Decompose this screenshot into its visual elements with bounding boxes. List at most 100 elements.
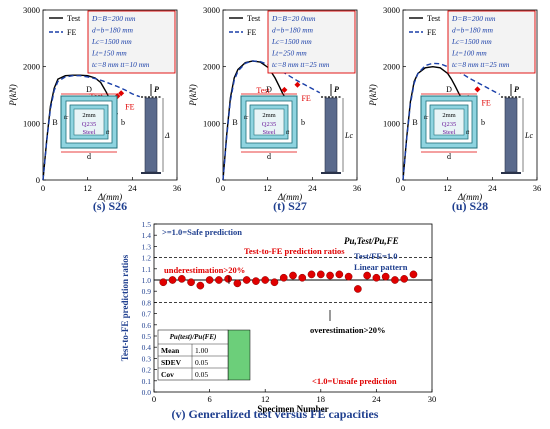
underestimation-text: underestimation>20% xyxy=(164,265,245,275)
stats-table-header: Pu(test)/Pu(FE) xyxy=(170,333,217,341)
y-tick-label: 0.5 xyxy=(142,332,152,341)
y-tick-label: 1000 xyxy=(383,118,400,128)
parameter-line: Lt=150 mm xyxy=(91,49,127,58)
section-core xyxy=(433,108,465,136)
section-material-2: Steel xyxy=(443,129,456,136)
y-tick-label: 3000 xyxy=(23,5,40,15)
parameter-line: d=b=180 mm xyxy=(92,26,134,35)
load-P-label: P xyxy=(154,85,159,94)
y-tick-label: 0.1 xyxy=(142,377,152,386)
safe-prediction-text: >=1.0=Safe prediction xyxy=(162,227,242,237)
ratio-point xyxy=(400,275,409,283)
x-tick-label: 12 xyxy=(443,183,452,193)
ratio-point xyxy=(168,276,177,284)
y-tick-label: 1.4 xyxy=(142,231,152,240)
overestimation-text: overestimation>20% xyxy=(310,325,386,335)
section-dim-tt: tt xyxy=(286,130,290,136)
fe-annotation-label: FE xyxy=(125,102,134,111)
section-dim-b: b xyxy=(481,118,485,127)
section-dim-d: d xyxy=(87,152,91,161)
test-annotation-label: Test xyxy=(256,86,270,95)
stats-row-label: SDEV xyxy=(161,358,182,367)
plot-frame xyxy=(42,9,178,181)
column-elevation xyxy=(144,97,158,173)
legend-test-label: Test xyxy=(427,14,441,23)
ratio-point xyxy=(289,271,297,280)
section-dim-B: B xyxy=(52,118,57,127)
panel-caption: (s) S26 xyxy=(93,199,127,213)
y-tick-label: 0.8 xyxy=(142,298,152,307)
section-core xyxy=(253,108,285,136)
x-tick-label: 0 xyxy=(152,394,156,404)
parameter-box xyxy=(87,10,176,74)
y-tick-label: 3000 xyxy=(203,5,220,15)
ratio-point xyxy=(252,277,260,285)
y-tick-label: 0.2 xyxy=(142,366,152,375)
ratio-point xyxy=(242,276,251,284)
linear-pattern-text: Linear pattern xyxy=(354,262,408,272)
panel-s27: 0 12 24 36 0 1000 2000 3000 Δ(mm) P(kN) Test FE D=B=… xyxy=(188,5,361,213)
fe-peak-marker xyxy=(118,90,125,97)
x-tick-label: 12 xyxy=(83,183,92,193)
y-tick-label: 3000 xyxy=(383,5,400,15)
y-tick-label: 0.6 xyxy=(142,321,152,330)
section-gap-label: 2mm xyxy=(82,112,95,119)
stats-row-label: Cov xyxy=(161,370,174,379)
parameter-line: tc=8 mm tt=10 mm xyxy=(92,60,150,69)
x-tick-label: 36 xyxy=(533,183,542,193)
fe-annotation-label: FE xyxy=(481,98,490,107)
stats-row-label: Mean xyxy=(161,346,180,355)
x-tick-label: 36 xyxy=(353,183,362,193)
column-length-label: Δ xyxy=(164,131,170,140)
ratio-point xyxy=(205,276,214,284)
legend-test-label: Test xyxy=(247,14,261,23)
section-gap-label: 2mm xyxy=(262,112,275,119)
fe-annotation-label: FE xyxy=(301,94,310,103)
ratio-point xyxy=(391,276,399,284)
section-dim-B: B xyxy=(232,118,237,127)
y-axis-label: Test-to-FE prediction ratios xyxy=(120,254,130,361)
panel-s28: 0 12 24 36 0 1000 2000 3000 Δ(mm) P(kN) Test FE D=B=… xyxy=(368,5,541,213)
ratio-point xyxy=(279,273,288,282)
x-tick-label: 12 xyxy=(261,394,270,404)
parameter-line: D=B=200 mm xyxy=(451,14,496,23)
y-tick-label: 0.3 xyxy=(142,354,152,363)
ratio-point xyxy=(177,275,186,283)
ratio-point xyxy=(335,270,344,279)
ratio-point xyxy=(159,278,168,287)
test-peak-marker xyxy=(281,86,288,93)
section-dim-B: B xyxy=(412,118,417,127)
plot-frame xyxy=(153,223,433,393)
y-tick-label: 1.5 xyxy=(142,220,152,229)
y-tick-label: 1.2 xyxy=(142,254,152,263)
stats-row-value: 0.05 xyxy=(195,370,208,379)
x-tick-label: 24 xyxy=(128,183,137,193)
x-tick-label: 6 xyxy=(207,394,211,404)
legend-fe-label: FE xyxy=(67,28,76,37)
section-material-1: Q235 xyxy=(442,121,456,128)
plot-frame xyxy=(402,9,538,181)
y-tick-label: 2000 xyxy=(23,62,40,72)
panel-caption: (v) Generalized test versus FE capacitie… xyxy=(172,407,379,421)
parameter-line: D=B=200 mm xyxy=(91,14,136,23)
column-elevation xyxy=(504,97,518,173)
section-dim-D: D xyxy=(86,85,92,94)
parameter-line: d=b=180 mm xyxy=(452,26,494,35)
load-P-label: P xyxy=(514,85,519,94)
y-axis-label: P(kN) xyxy=(188,84,198,107)
ratio-point xyxy=(344,272,353,281)
x-tick-label: 24 xyxy=(488,183,497,193)
x-tick-label: 0 xyxy=(41,183,45,193)
x-axis-label: Δ(mm) xyxy=(97,192,122,202)
y-tick-label: 0 xyxy=(36,175,40,185)
stats-table-accent xyxy=(227,329,251,381)
ratio-point xyxy=(270,278,279,287)
ratio-point xyxy=(381,272,390,281)
ratio-point xyxy=(261,276,270,284)
y-tick-label: 0.0 xyxy=(142,388,152,397)
parameter-line: D=B=20 0mm xyxy=(271,14,316,23)
ratio-point xyxy=(187,278,195,287)
y-tick-label: 0.9 xyxy=(142,287,152,296)
ratio-point xyxy=(298,273,307,282)
x-tick-label: 36 xyxy=(173,183,182,193)
